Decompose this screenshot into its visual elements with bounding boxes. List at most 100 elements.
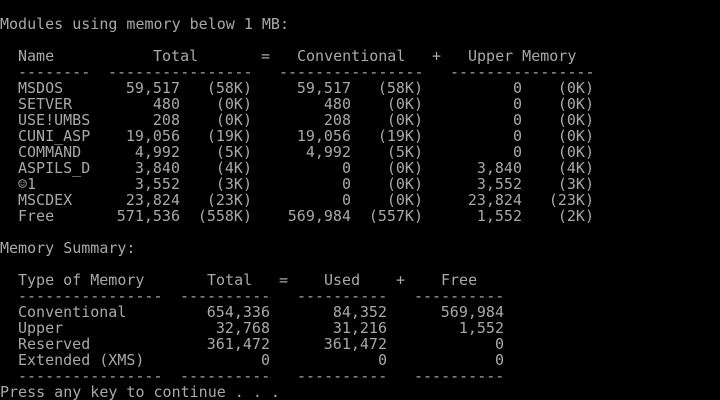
module-name: MSDOS [18,79,64,97]
divider: ---------- [180,367,271,385]
upper-bytes: 0 [512,111,522,129]
module-name: Free [18,207,55,225]
conventional-bytes: 0 [341,159,351,177]
conventional-kb: (0K) [386,175,423,193]
continue-prompt[interactable]: Press any key to continue . . . [0,383,280,400]
summary-row: Extended (XMS) 0 0 0 [0,352,720,368]
module-row: CUNI_ASP 19,056 (19K) 19,056 (19K) 0 (0K) [0,128,720,144]
upper-kb: (23K) [548,191,594,209]
module-row: MSCDEX 23,824 (23K) 0 (0K) 23,824 (23K) [0,192,720,208]
module-row: ☺1 3,552 (3K) 0 (0K) 3,552 (3K) [0,176,720,192]
module-name: SETVER [18,95,73,113]
conventional-bytes: 569,984 [287,207,351,225]
total-bytes: 19,056 [125,127,180,145]
memory-type: Extended (XMS) [18,351,145,369]
module-name: COMMAND [18,143,82,161]
header-equals: = [261,47,271,65]
header-type: Type of Memory [18,271,145,289]
header-total: Total [207,271,253,289]
header-plus: + [396,271,406,289]
summary-title: Memory Summary: [0,239,136,257]
upper-kb: (0K) [557,127,594,145]
upper-kb: (2K) [557,207,594,225]
module-name: MSCDEX [18,191,73,209]
summary-row: Conventional 654,336 84,352 569,984 [0,304,720,320]
total-bytes: 3,840 [134,159,180,177]
upper-bytes: 3,552 [476,175,522,193]
divider: ---------- [297,367,388,385]
divider: ---------- [414,367,505,385]
conventional-bytes: 59,517 [296,79,351,97]
modules-title: Modules using memory below 1 MB: [0,15,289,33]
module-name: ASPILS_D [18,159,91,177]
conventional-kb: (5K) [386,143,423,161]
module-name: ☺1 [18,175,37,193]
upper-kb: (0K) [557,95,594,113]
modules-divider: -------- ---------------- --------------… [0,64,720,80]
conventional-bytes: 0 [341,191,351,209]
module-row: MSDOS 59,517 (58K) 59,517 (58K) 0 (0K) [0,80,720,96]
conventional-kb: (0K) [386,95,423,113]
upper-bytes: 0 [512,143,522,161]
total-bytes: 32,768 [215,319,270,337]
divider: ---------- [297,287,388,305]
conventional-kb: (0K) [386,159,423,177]
total-bytes: 59,517 [125,79,180,97]
total-bytes: 654,336 [206,303,270,321]
total-kb: (0K) [215,111,252,129]
memory-type: Upper [18,319,64,337]
used-bytes: 84,352 [332,303,387,321]
upper-kb: (4K) [557,159,594,177]
conventional-kb: (0K) [386,191,423,209]
total-kb: (5K) [215,143,252,161]
modules-title-row: Modules using memory below 1 MB: [0,16,720,32]
upper-kb: (0K) [557,143,594,161]
used-bytes: 0 [377,351,387,369]
total-kb: (23K) [206,191,252,209]
upper-bytes: 1,552 [476,207,522,225]
summary-row: Reserved 361,472 361,472 0 [0,336,720,352]
modules-header-row: Name Total = Conventional + Upper Memory [0,48,720,64]
summary-header-row: Type of Memory Total = Used + Free [0,272,720,288]
upper-bytes: 0 [512,79,522,97]
divider: ---------------- [450,63,595,81]
total-kb: (58K) [206,79,252,97]
free-bytes: 569,984 [440,303,504,321]
header-used: Used [324,271,361,289]
summary-row: Upper 32,768 31,216 1,552 [0,320,720,336]
header-plus: + [432,47,442,65]
total-bytes: 361,472 [206,335,270,353]
module-row: ASPILS_D 3,840 (4K) 0 (0K) 3,840 (4K) [0,160,720,176]
used-bytes: 361,472 [323,335,387,353]
module-name: USE!UMBS [18,111,91,129]
conventional-bytes: 208 [323,111,351,129]
total-kb: (19K) [206,127,252,145]
header-free: Free [441,271,478,289]
header-conventional: Conventional [297,47,406,65]
total-bytes: 23,824 [125,191,180,209]
divider: ---------------- [108,63,253,81]
summary-divider: ---------------- ---------- ---------- -… [0,288,720,304]
free-bytes: 0 [494,335,504,353]
divider: ---------------- [279,63,424,81]
module-row: SETVER 480 (0K) 480 (0K) 0 (0K) [0,96,720,112]
upper-kb: (0K) [557,79,594,97]
total-kb: (3K) [215,175,252,193]
header-name: Name [18,47,55,65]
memory-type: Reserved [18,335,91,353]
total-bytes: 480 [152,95,180,113]
total-kb: (4K) [215,159,252,177]
prompt-row: Press any key to continue . . . [0,384,720,400]
total-bytes: 208 [152,111,180,129]
module-row: COMMAND 4,992 (5K) 4,992 (5K) 0 (0K) [0,144,720,160]
divider: ---------- [414,287,505,305]
upper-bytes: 0 [512,95,522,113]
total-bytes: 571,536 [116,207,180,225]
summary-title-row: Memory Summary: [0,240,720,256]
total-kb: (558K) [197,207,252,225]
total-kb: (0K) [215,95,252,113]
conventional-kb: (19K) [377,127,423,145]
free-bytes: 1,552 [458,319,504,337]
divider: ---------- [180,287,271,305]
conventional-kb: (58K) [377,79,423,97]
